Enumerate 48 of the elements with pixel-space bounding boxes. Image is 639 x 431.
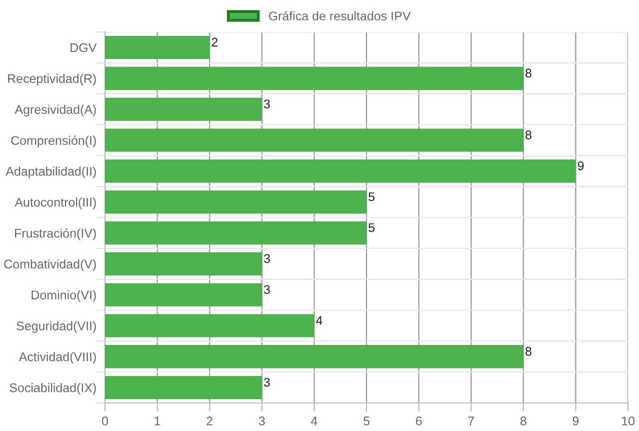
bar bbox=[105, 98, 262, 121]
data-label: 3 bbox=[264, 100, 270, 108]
x-tick-label: 4 bbox=[311, 416, 318, 426]
bar bbox=[105, 36, 210, 60]
data-label: 4 bbox=[316, 316, 322, 325]
bar bbox=[105, 160, 576, 183]
y-tick-label: Autocontrol(III) bbox=[14, 198, 96, 210]
data-label: 9 bbox=[578, 161, 584, 170]
x-tick-label: 8 bbox=[520, 416, 526, 426]
data-label: 8 bbox=[526, 346, 532, 356]
data-label: 8 bbox=[526, 130, 532, 140]
data-label: 2 bbox=[212, 38, 218, 46]
y-tick-label: Sociabilidad(IX) bbox=[10, 383, 96, 395]
x-tick-label: 0 bbox=[102, 416, 108, 426]
bar bbox=[105, 283, 262, 306]
data-label: 5 bbox=[368, 192, 374, 202]
x-tick-label: 9 bbox=[572, 416, 579, 426]
bar bbox=[105, 376, 262, 400]
x-tick-label: 7 bbox=[468, 416, 474, 426]
data-label: 3 bbox=[264, 254, 270, 264]
y-tick-label: DGV bbox=[70, 43, 97, 52]
bar bbox=[105, 66, 524, 90]
x-tick-label: 1 bbox=[154, 416, 160, 426]
data-label: 5 bbox=[368, 223, 374, 232]
data-label: 3 bbox=[264, 378, 270, 387]
bar bbox=[105, 128, 524, 152]
bar bbox=[105, 252, 262, 276]
y-tick-label: Receptividad(R) bbox=[8, 74, 96, 86]
x-tick-label: 2 bbox=[206, 416, 212, 426]
x-tick-label: 6 bbox=[416, 416, 422, 426]
y-tick-label: Combatividad(V) bbox=[4, 259, 96, 271]
y-tick-label: Comprensión(I) bbox=[11, 136, 96, 148]
x-tick-label: 10 bbox=[622, 416, 634, 426]
bar bbox=[105, 221, 366, 245]
data-label: 8 bbox=[526, 68, 532, 78]
y-tick-label: Adaptabilidad(II) bbox=[6, 166, 96, 178]
x-tick-label: 5 bbox=[364, 416, 370, 426]
bar bbox=[105, 190, 366, 214]
legend-label: Gráfica de resultados IPV bbox=[268, 11, 411, 20]
y-tick-label: Actividad(VIII) bbox=[18, 352, 96, 364]
bar bbox=[105, 345, 524, 368]
y-tick-label: Frustración(IV) bbox=[15, 228, 96, 240]
y-tick-label: Agresividad(A) bbox=[14, 104, 96, 116]
x-tick-label: 3 bbox=[258, 416, 265, 426]
y-tick-label: Dominio(VI) bbox=[32, 290, 96, 302]
data-label: 3 bbox=[264, 285, 270, 294]
y-tick-label: Seguridad(VII) bbox=[16, 321, 96, 333]
bar bbox=[105, 314, 314, 338]
